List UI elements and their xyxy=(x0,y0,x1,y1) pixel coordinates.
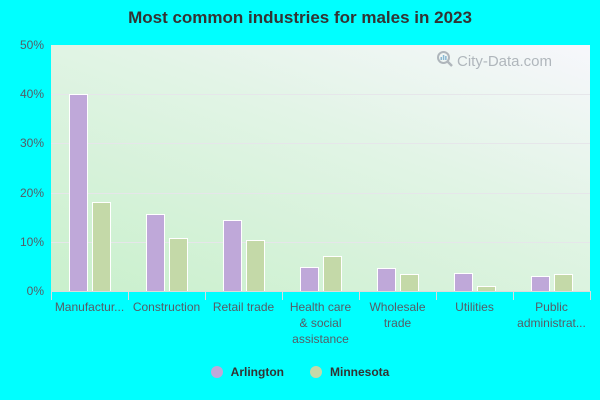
magnifier-chart-icon xyxy=(436,50,454,72)
x-tick-label: Health care & social assistance xyxy=(289,300,352,346)
x-tick-label: Public administrat... xyxy=(517,300,586,330)
legend-item-arlington[interactable]: Arlington xyxy=(210,365,284,379)
watermark-text: City-Data.com xyxy=(457,52,553,70)
y-tick-label: 20% xyxy=(19,185,44,200)
bar-minnesota[interactable] xyxy=(168,237,188,291)
x-tick-label: Manufactur... xyxy=(54,300,125,314)
x-tick-mark xyxy=(205,291,206,300)
legend-dot-icon xyxy=(309,366,322,378)
watermark: City-Data.com xyxy=(436,50,552,72)
plot-area xyxy=(51,45,590,291)
bar-arlington[interactable] xyxy=(145,214,165,291)
x-tick-mark xyxy=(513,291,514,300)
x-tick-mark xyxy=(128,291,129,300)
legend-label: Minnesota xyxy=(329,365,390,379)
chart-title: Most common industries for males in 2023 xyxy=(128,8,472,27)
x-axis-line xyxy=(51,291,590,292)
bar-minnesota[interactable] xyxy=(91,201,111,291)
bar-minnesota[interactable] xyxy=(399,273,419,291)
y-tick-label: 30% xyxy=(19,136,44,151)
bar-arlington[interactable] xyxy=(376,267,396,291)
y-tick-label: 0% xyxy=(26,284,44,298)
x-tick-mark xyxy=(282,291,283,300)
legend-item-minnesota[interactable]: Minnesota xyxy=(309,365,390,379)
bar-minnesota[interactable] xyxy=(553,273,573,291)
y-tick-label: 50% xyxy=(19,38,44,52)
gridline xyxy=(51,94,590,96)
bar-minnesota[interactable] xyxy=(476,286,496,291)
legend-label: Arlington xyxy=(230,365,284,379)
bar-arlington[interactable] xyxy=(453,272,473,291)
x-tick-label: Retail trade xyxy=(212,300,275,314)
bar-minnesota[interactable] xyxy=(245,239,265,291)
legend-dot-icon xyxy=(210,366,223,378)
bar-minnesota[interactable] xyxy=(322,256,342,291)
gridline xyxy=(51,192,590,194)
legend: Arlington Minnesota xyxy=(0,365,600,379)
y-tick-label: 40% xyxy=(19,87,44,102)
x-tick-label: Construction xyxy=(132,300,201,314)
x-tick-mark xyxy=(590,291,591,300)
y-tick-label: 10% xyxy=(19,234,44,249)
bar-arlington[interactable] xyxy=(222,219,242,291)
gridline xyxy=(51,241,590,243)
x-tick-label: Wholesale trade xyxy=(369,300,426,330)
x-tick-label: Utilities xyxy=(455,300,494,314)
x-tick-mark xyxy=(359,291,360,300)
bar-arlington[interactable] xyxy=(299,266,319,291)
bar-arlington[interactable] xyxy=(68,93,88,291)
x-tick-mark xyxy=(51,291,52,300)
bar-arlington[interactable] xyxy=(530,275,550,291)
gridline xyxy=(51,143,590,145)
x-tick-mark xyxy=(436,291,437,300)
